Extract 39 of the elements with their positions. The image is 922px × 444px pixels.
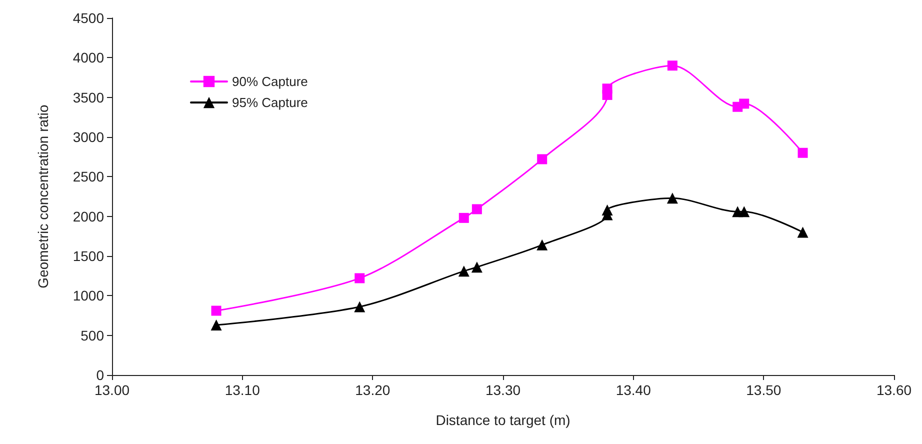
y-tick-label: 1500: [72, 248, 104, 264]
x-tick-label: 13.50: [746, 382, 782, 398]
point: [471, 262, 482, 273]
y-tick-label: 500: [80, 327, 104, 344]
y-tick-label: 1000: [72, 288, 104, 304]
point: [666, 192, 678, 204]
x-tick-label: 13.20: [355, 382, 390, 398]
legend-label: 90% Capture: [232, 74, 308, 89]
y-tick-label: 4000: [72, 50, 104, 66]
point: [458, 266, 470, 277]
y-tick-label: 4500: [72, 10, 104, 26]
point: [602, 84, 612, 94]
y-tick-label: 2000: [72, 208, 104, 224]
x-tick-label: 13.60: [876, 382, 912, 398]
point: [354, 273, 365, 284]
point: [472, 204, 482, 214]
y-axis-title: Geometric concentration ratio: [35, 104, 51, 288]
point: [537, 154, 548, 164]
point: [798, 148, 808, 158]
point: [536, 239, 548, 250]
y-tick-label: 3500: [72, 89, 104, 106]
x-tick-label: 13.30: [485, 382, 521, 398]
x-axis-title: Distance to target (m): [436, 412, 570, 428]
y-tick-label: 2500: [72, 168, 104, 185]
point: [210, 320, 222, 331]
legend-label: 95% Capture: [232, 95, 308, 110]
x-tick-label: 13.10: [224, 382, 260, 398]
point: [211, 306, 222, 316]
point: [739, 98, 750, 109]
point: [602, 204, 613, 216]
point: [797, 226, 808, 238]
point: [667, 60, 678, 71]
x-tick-label: 13.40: [616, 382, 652, 398]
point: [458, 212, 469, 223]
point: [354, 301, 366, 312]
y-tick-label: 3000: [72, 129, 104, 145]
x-tick-label: 13.00: [94, 382, 130, 398]
y-tick-label: 0: [96, 367, 104, 383]
point: [738, 206, 750, 218]
